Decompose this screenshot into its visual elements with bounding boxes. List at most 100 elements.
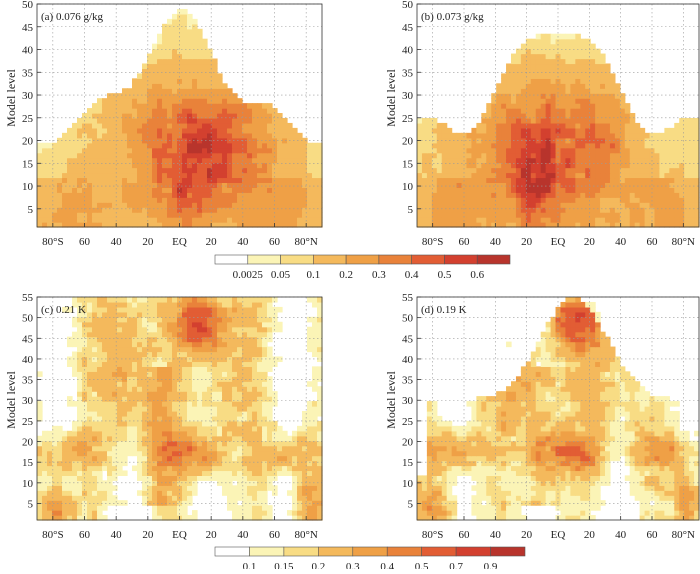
heatmap-cell <box>570 98 576 104</box>
heatmap-cell <box>312 187 318 193</box>
heatmap-cell <box>282 133 288 139</box>
heatmap-cell <box>222 212 228 218</box>
heatmap-cell <box>102 158 108 164</box>
heatmap-cell <box>237 396 243 402</box>
heatmap-cell <box>87 187 93 193</box>
heatmap-cell <box>142 401 148 407</box>
heatmap-cell <box>157 332 163 338</box>
heatmap-cell <box>167 495 173 501</box>
heatmap-cell <box>212 68 218 74</box>
heatmap-cell <box>654 172 660 178</box>
heatmap-cell <box>307 207 313 213</box>
heatmap-cell <box>112 401 118 407</box>
heatmap-cell <box>127 128 133 134</box>
heatmap-cell <box>227 411 233 417</box>
heatmap-cell <box>162 426 168 432</box>
heatmap-cell <box>157 366 163 372</box>
heatmap-cell <box>669 148 675 154</box>
heatmap-cell <box>207 406 213 412</box>
heatmap-cell <box>570 172 576 178</box>
heatmap-cell <box>575 143 581 149</box>
heatmap-cell <box>227 396 233 402</box>
heatmap-cell <box>167 202 173 208</box>
heatmap-cell <box>182 113 188 119</box>
heatmap-cell <box>142 103 148 109</box>
heatmap-cell <box>132 337 138 343</box>
heatmap-cell <box>237 192 243 198</box>
heatmap-cell <box>132 133 138 139</box>
heatmap-cell <box>462 172 468 178</box>
heatmap-cell <box>172 352 178 358</box>
heatmap-cell <box>182 163 188 169</box>
heatmap-cell <box>501 103 507 109</box>
heatmap-cell <box>232 128 238 134</box>
heatmap-cell <box>257 133 263 139</box>
heatmap-cell <box>302 456 308 462</box>
heatmap-cell <box>252 123 258 129</box>
heatmap-cell <box>192 172 198 178</box>
heatmap-cell <box>67 177 73 183</box>
heatmap-cell <box>292 143 298 149</box>
heatmap-cell <box>157 73 163 79</box>
heatmap-cell <box>227 207 233 213</box>
heatmap-cell <box>565 83 571 89</box>
heatmap-cell <box>182 108 188 114</box>
heatmap-cell <box>122 456 128 462</box>
heatmap-cell <box>117 431 123 437</box>
heatmap-cell <box>551 93 557 99</box>
heatmap-cell <box>600 192 606 198</box>
heatmap-cell <box>132 207 138 213</box>
heatmap-cell <box>442 172 448 178</box>
heatmap-cell <box>212 470 218 476</box>
heatmap-cell <box>307 381 313 387</box>
heatmap-cell <box>182 44 188 50</box>
heatmap-cell <box>267 153 273 159</box>
heatmap-cell <box>556 207 562 213</box>
heatmap-cell <box>172 391 178 397</box>
heatmap-cell <box>132 177 138 183</box>
heatmap-cell <box>137 103 143 109</box>
heatmap-cell <box>452 212 458 218</box>
heatmap-cell <box>635 172 641 178</box>
heatmap-cell <box>501 98 507 104</box>
heatmap-cell <box>277 168 283 174</box>
heatmap-cell <box>521 182 527 188</box>
heatmap-cell <box>112 123 118 129</box>
heatmap-cell <box>107 431 113 437</box>
heatmap-cell <box>556 133 562 139</box>
heatmap-cell <box>585 39 591 45</box>
heatmap-cell <box>282 182 288 188</box>
heatmap-cell <box>442 153 448 159</box>
heatmap-cell <box>202 421 208 427</box>
heatmap-cell <box>97 168 103 174</box>
heatmap-cell <box>82 332 88 338</box>
heatmap-cell <box>312 172 318 178</box>
heatmap-cell <box>541 93 547 99</box>
heatmap-cell <box>232 187 238 193</box>
heatmap-cell <box>222 391 228 397</box>
heatmap-cell <box>551 73 557 79</box>
heatmap-cell <box>227 347 233 353</box>
heatmap-cell <box>42 451 48 457</box>
heatmap-cell <box>72 133 78 139</box>
heatmap-cell <box>282 153 288 159</box>
heatmap-cell <box>77 446 83 452</box>
heatmap-cell <box>77 177 83 183</box>
heatmap-cell <box>565 128 571 134</box>
heatmap-cell <box>82 128 88 134</box>
heatmap-cell <box>237 128 243 134</box>
heatmap-cell <box>192 24 198 30</box>
heatmap-cell <box>447 128 453 134</box>
heatmap-cell <box>312 182 318 188</box>
heatmap-cell <box>585 98 591 104</box>
heatmap-cell <box>132 381 138 387</box>
heatmap-cell <box>92 172 98 178</box>
heatmap-cell <box>122 138 128 144</box>
heatmap-cell <box>87 376 93 382</box>
heatmap-cell <box>232 396 238 402</box>
heatmap-cell <box>197 187 203 193</box>
heatmap-cell <box>307 187 313 193</box>
heatmap-cell <box>506 163 512 169</box>
heatmap-cell <box>162 436 168 442</box>
heatmap-cell <box>272 133 278 139</box>
